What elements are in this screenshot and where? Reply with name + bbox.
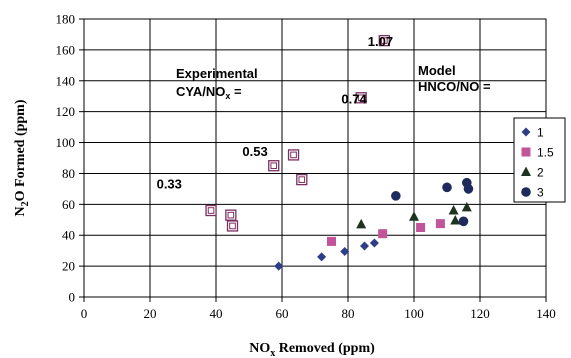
y-tick-label: 180 (56, 12, 76, 27)
ratio-label: 0.53 (242, 144, 267, 159)
y-tick-label: 80 (62, 166, 75, 181)
y-tick-label: 100 (56, 135, 76, 150)
y-tick-label: 0 (69, 290, 76, 305)
x-tick-label: 140 (536, 306, 556, 321)
series-0-point (274, 261, 284, 271)
ratio-labels: 0.33 0.53 0.74 1.07 (157, 34, 394, 191)
x-tick-label: 40 (210, 306, 223, 321)
series-2-point (356, 218, 367, 229)
x-tick-label: 80 (342, 306, 355, 321)
y-tick-label: 20 (62, 259, 75, 274)
series-1-point (327, 236, 336, 246)
series-3-point (463, 184, 474, 194)
y-tick-label: 40 (62, 228, 75, 243)
series-1-point (416, 223, 426, 232)
ratio-label: 0.74 (341, 91, 367, 106)
y-tick-labels: 0 20 40 60 80 100 120 140 160 180 (56, 12, 76, 305)
series-2-point (409, 211, 419, 221)
x-tick-label: 0 (81, 306, 88, 321)
series-0-point (369, 238, 379, 248)
y-tick-label: 120 (56, 104, 76, 119)
series-2-point (450, 215, 461, 225)
series-0-point (340, 246, 350, 256)
x-tick-label: 20 (144, 306, 157, 321)
experimental-point (378, 34, 390, 47)
data-points (205, 34, 474, 271)
ratio-label: 1.07 (368, 34, 393, 49)
annotation-experimental-ratio: CYA/NOx = (176, 84, 242, 101)
series-0-point (360, 241, 369, 251)
x-tick-label: 60 (276, 306, 289, 321)
y-tick-label: 60 (62, 197, 75, 212)
x-axis-title: NOx Removed (ppm) (249, 341, 375, 358)
x-tick-label: 120 (470, 306, 490, 321)
x-tick-labels: 0 20 40 60 80 100 120 140 (81, 306, 556, 321)
y-tick-label: 160 (56, 42, 76, 57)
series-0-point (317, 252, 327, 262)
y-axis-title: N2O Formed (ppm) (13, 99, 31, 216)
grid-lines (84, 18, 547, 297)
legend-marker-2 (521, 166, 531, 176)
series-3-point (391, 191, 401, 201)
ratio-label: 0.33 (157, 176, 182, 191)
legend: 1 1.5 2 3 (513, 117, 566, 203)
annotation-experimental-title: Experimental (176, 66, 258, 81)
experimental-point (205, 204, 217, 217)
legend-label-2: 2 (537, 166, 544, 180)
legend-label-1: 1.5 (537, 146, 554, 160)
experimental-point (355, 92, 367, 104)
experimental-point (225, 209, 237, 221)
series-2-point (461, 201, 472, 212)
x-tick-label: 100 (404, 306, 424, 321)
annotation-model-title: Model (418, 63, 456, 78)
series-3-point (458, 216, 469, 227)
series-3-point (442, 182, 452, 193)
y-tick-label: 140 (56, 73, 76, 88)
experimental-point (226, 220, 239, 232)
series-2-point (448, 205, 459, 215)
experimental-point (268, 160, 280, 172)
legend-label-3: 3 (537, 186, 544, 200)
legend-marker-0 (521, 127, 531, 137)
experimental-point (287, 149, 300, 161)
series-1-point (378, 229, 388, 239)
annotation-model-ratio: HNCO/NO = (418, 79, 491, 94)
experimental-point (296, 173, 308, 186)
legend-marker-3 (521, 187, 531, 197)
legend-label-0: 1 (537, 126, 544, 140)
legend-marker-1 (521, 147, 531, 157)
series-1-point (435, 219, 445, 229)
